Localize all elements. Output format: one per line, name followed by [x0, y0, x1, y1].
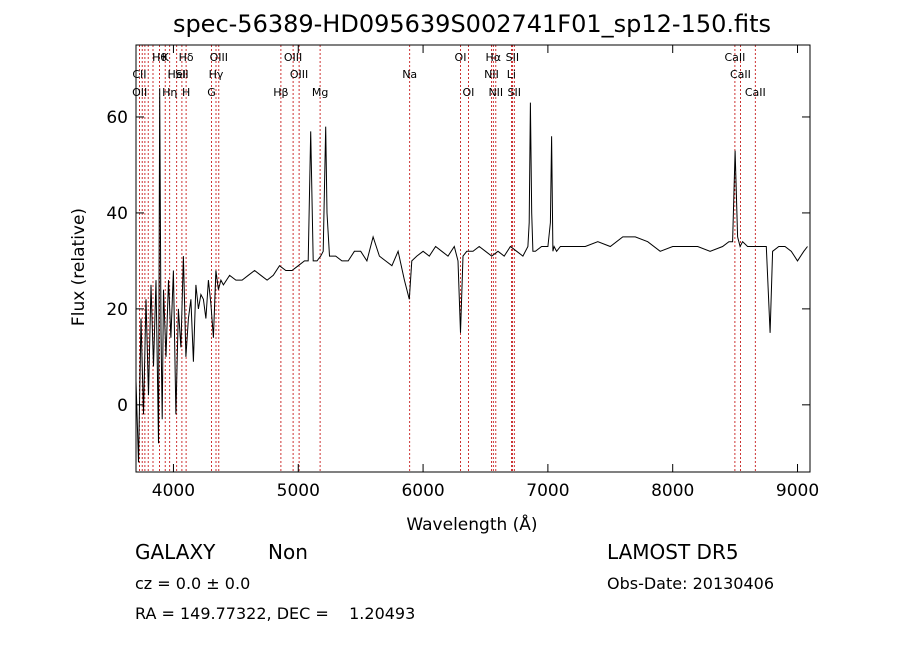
line-label: SII — [508, 86, 521, 99]
line-label: Na — [402, 68, 417, 81]
line-label: Hδ — [179, 51, 194, 64]
line-label: K — [162, 51, 170, 64]
line-label: NII — [488, 86, 503, 99]
line-label: H — [182, 86, 190, 99]
survey-name: LAMOST DR5 — [607, 540, 739, 564]
redshift-cz: cz = 0.0 ± 0.0 — [135, 574, 250, 593]
y-tick-label: 40 — [106, 204, 128, 224]
line-label: Hη — [162, 86, 177, 99]
line-label: G — [207, 86, 216, 99]
x-axis-label: Wavelength (Å) — [406, 513, 537, 535]
line-label: OIII — [290, 68, 308, 81]
line-label: Li — [507, 68, 516, 81]
object-class: GALAXY — [135, 540, 216, 564]
line-label: Hθ — [152, 51, 167, 64]
line-markers — [138, 45, 756, 472]
x-tick-label: 6000 — [401, 481, 444, 501]
object-subclass: Non — [268, 540, 308, 564]
line-label: CII — [132, 68, 146, 81]
line-label: Mg — [312, 86, 328, 99]
line-label: OIII — [284, 51, 302, 64]
plot-frame — [135, 44, 811, 473]
line-label: Hα — [486, 51, 502, 64]
y-tick-label: 0 — [117, 396, 128, 416]
x-tick-label: 8000 — [651, 481, 694, 501]
spectrum-line — [135, 88, 808, 463]
line-label: OI — [462, 86, 474, 99]
line-label: CaII — [745, 86, 766, 99]
line-label: CaII — [730, 68, 751, 81]
line-label: OI — [455, 51, 467, 64]
line-label: Hγ — [209, 68, 224, 81]
ra-dec-coordinates: RA = 149.77322, DEC = 1.20493 — [135, 604, 415, 623]
x-tick-label: 9000 — [776, 481, 819, 501]
x-tick-label: 7000 — [526, 481, 569, 501]
line-label: CaII — [724, 51, 745, 64]
line-label: OIII — [210, 51, 228, 64]
line-label: NII — [484, 68, 499, 81]
line-label: Hβ — [273, 86, 288, 99]
y-tick-label: 60 — [106, 108, 128, 128]
chart-title: spec-56389-HD095639S002741F01_sp12-150.f… — [173, 10, 771, 38]
observation-date: Obs-Date: 20130406 — [607, 574, 774, 593]
line-label: HeI — [168, 68, 186, 81]
line-label: SII — [175, 68, 188, 81]
y-axis-label: Flux (relative) — [69, 208, 89, 326]
x-tick-label: 5000 — [277, 481, 320, 501]
line-label: SII — [506, 51, 519, 64]
y-axis-ticks: 0 20 40 60 — [106, 108, 810, 416]
y-tick-label: 20 — [106, 300, 128, 320]
x-axis-ticks: 4000 5000 6000 7000 8000 9000 — [152, 45, 819, 501]
x-tick-label: 4000 — [152, 481, 195, 501]
line-label: OII — [132, 86, 147, 99]
